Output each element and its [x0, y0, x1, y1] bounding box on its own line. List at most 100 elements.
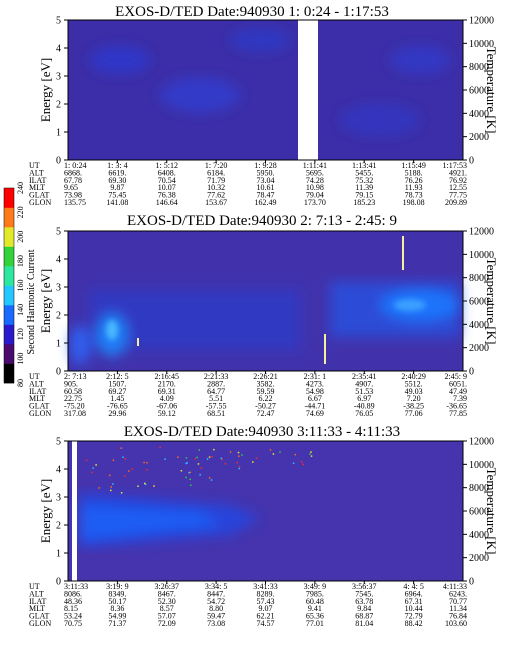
panel-3-row-label: GLON	[29, 619, 51, 628]
panel-2-y2tick-label: 2000	[469, 343, 489, 354]
panel-1-table-cell: 75.45	[108, 191, 126, 200]
panel-1-table-cell: 5695.	[306, 168, 324, 177]
colorbar-tick-label: 160	[16, 280, 25, 292]
panel-1-y2tick-label: 8000	[469, 62, 489, 73]
panel-3-table-cell: 4:11:33	[443, 582, 467, 591]
panel-2-table-cell: 7.39	[453, 394, 467, 403]
panel-2-table-cell: 4.09	[160, 394, 174, 403]
panel-1-table-cell: 73.98	[64, 191, 82, 200]
panel-3-table-cell: 59.47	[207, 612, 225, 621]
panel-2-table-cell: 2:40:29	[401, 372, 425, 381]
panel-2-table-cell: 77.85	[449, 409, 467, 418]
panel-2-table-cell: -76.65	[107, 402, 128, 411]
panel-3-speckle	[185, 462, 187, 465]
panel-3-ytick-label: 5	[56, 437, 61, 448]
panel-3-table-cell: 6964.	[405, 589, 423, 598]
panel-2-spike	[137, 338, 139, 346]
panel-1-table-cell: 11.93	[405, 183, 423, 192]
panel-1-table-cell: 71.79	[207, 176, 225, 185]
panel-3-table-cell: 7985.	[306, 589, 324, 598]
panel-3-speckle	[188, 471, 190, 474]
panel-3-speckle	[221, 458, 223, 461]
panel-2-table-cell: 1.45	[110, 394, 124, 403]
panel-3-speckle	[238, 465, 241, 468]
panel-3-speckle	[85, 459, 88, 462]
panel-1-table-cell: 79.04	[306, 191, 324, 200]
panel-3-speckle	[238, 455, 240, 457]
colorbar-swatch	[4, 207, 14, 228]
panel-1-table-cell: 6408.	[158, 168, 176, 177]
panel-3-speckle	[220, 457, 223, 460]
panel-3-table-cell: 8467.	[158, 589, 176, 598]
panel-3-ytick-label: 2	[56, 521, 61, 532]
colorbar-swatch	[4, 344, 14, 364]
panel-3-table-cell: 57.07	[158, 612, 176, 621]
panel-2-y2tick-label: 6000	[469, 297, 489, 308]
panel-3-speckle	[131, 468, 134, 470]
panel-2-plot	[67, 230, 464, 372]
panel-2-ylabel: Energy [eV]	[38, 269, 53, 333]
panel-3-row-label: UT	[29, 582, 40, 591]
panel-2-table-cell: 6.67	[308, 394, 322, 403]
colorbar-swatch	[4, 285, 14, 306]
panel-3-table-cell: 63.78	[355, 597, 373, 606]
panel-2-table-cell: -36.65	[446, 402, 467, 411]
panel-2-hotspot	[394, 299, 426, 311]
panel-3-speckle	[95, 464, 97, 466]
panel-2-row-label: ILAT	[29, 387, 46, 396]
panel-1-table-cell: 76.92	[449, 176, 467, 185]
colorbar-frame	[3, 187, 15, 384]
panel-2-table-cell: 2:16:45	[155, 372, 179, 381]
colorbar-label: Second Harmonic Current	[26, 249, 37, 354]
panel-3-row-label: ILAT	[29, 597, 46, 606]
panel-3-table-cell: 3:26:37	[155, 582, 179, 591]
panel-2-y2tick-label: 10000	[469, 250, 494, 261]
panel-2-table-cell: 2: 7:13	[64, 372, 86, 381]
panel-3-speckle	[98, 487, 101, 489]
panel-3-table-cell: 54.99	[108, 612, 126, 621]
panel-2-table-cell: 2:26:21	[253, 372, 277, 381]
panel-3-table-cell: 8289.	[257, 589, 275, 598]
panel-2-table-cell: 1507.	[108, 379, 126, 388]
panel-3-table-cell: 70.77	[449, 597, 467, 606]
panel-2-table-cell: 2:45: 9	[445, 372, 467, 381]
panel-3-speckle	[310, 455, 313, 457]
panel-3-table-cell: 8.15	[64, 604, 78, 613]
panel-3-y2tick-label: 2000	[469, 553, 489, 564]
panel-3-row-label: ALT	[29, 589, 44, 598]
panel-1-table-cell: 9.87	[110, 183, 124, 192]
panel-3-speckle	[177, 456, 179, 458]
panel-3-table-cell: 62.21	[257, 612, 275, 621]
panel-2-patch	[70, 325, 90, 365]
panel-3-left-gap	[72, 441, 77, 581]
panel-1-table-cell: 209.89	[445, 198, 467, 207]
panel-3-table-cell: 10.44	[405, 604, 423, 613]
panel-3-y2tick-label: 0	[469, 577, 474, 588]
panel-3-speckle	[144, 482, 146, 485]
panel-3-speckle	[159, 446, 161, 449]
panel-3-table-cell: 3:11:33	[64, 582, 88, 591]
panel-1-row-label: MLT	[29, 183, 45, 192]
panel-3-table-cell: 81.04	[355, 619, 373, 628]
panel-1-patch	[90, 46, 150, 74]
panel-1-table-cell: 10.07	[158, 183, 176, 192]
panel-3-table-cell: 8.57	[160, 604, 174, 613]
panel-3-table-cell: 3:34: 5	[205, 582, 227, 591]
colorbar-swatch	[4, 363, 14, 384]
panel-2-table-cell: 4273.	[306, 379, 324, 388]
panel-1-row-label: GLON	[29, 198, 51, 207]
panel-1-table-cell: 73.04	[257, 176, 275, 185]
panel-1-row-label: ALT	[29, 168, 44, 177]
panel-1-y2tick-label: 0	[469, 156, 474, 167]
panel-1-table-cell: 76.26	[405, 176, 423, 185]
panel-1-table-cell: 1: 3: 4	[107, 161, 127, 170]
panel-3-speckle	[124, 475, 126, 477]
panel-1-table-cell: 1: 0:24	[64, 161, 86, 170]
panel-3-table-cell: 3:19: 9	[106, 582, 128, 591]
panel-3-table-cell: 52.30	[158, 597, 176, 606]
panel-3-speckle	[112, 459, 115, 461]
panel-3-table-cell: 6243.	[449, 589, 467, 598]
panel-1-table-cell: 77.75	[449, 191, 467, 200]
panel-3-y2tick-label: 10000	[469, 460, 494, 471]
panel-3-speckle	[120, 447, 122, 449]
